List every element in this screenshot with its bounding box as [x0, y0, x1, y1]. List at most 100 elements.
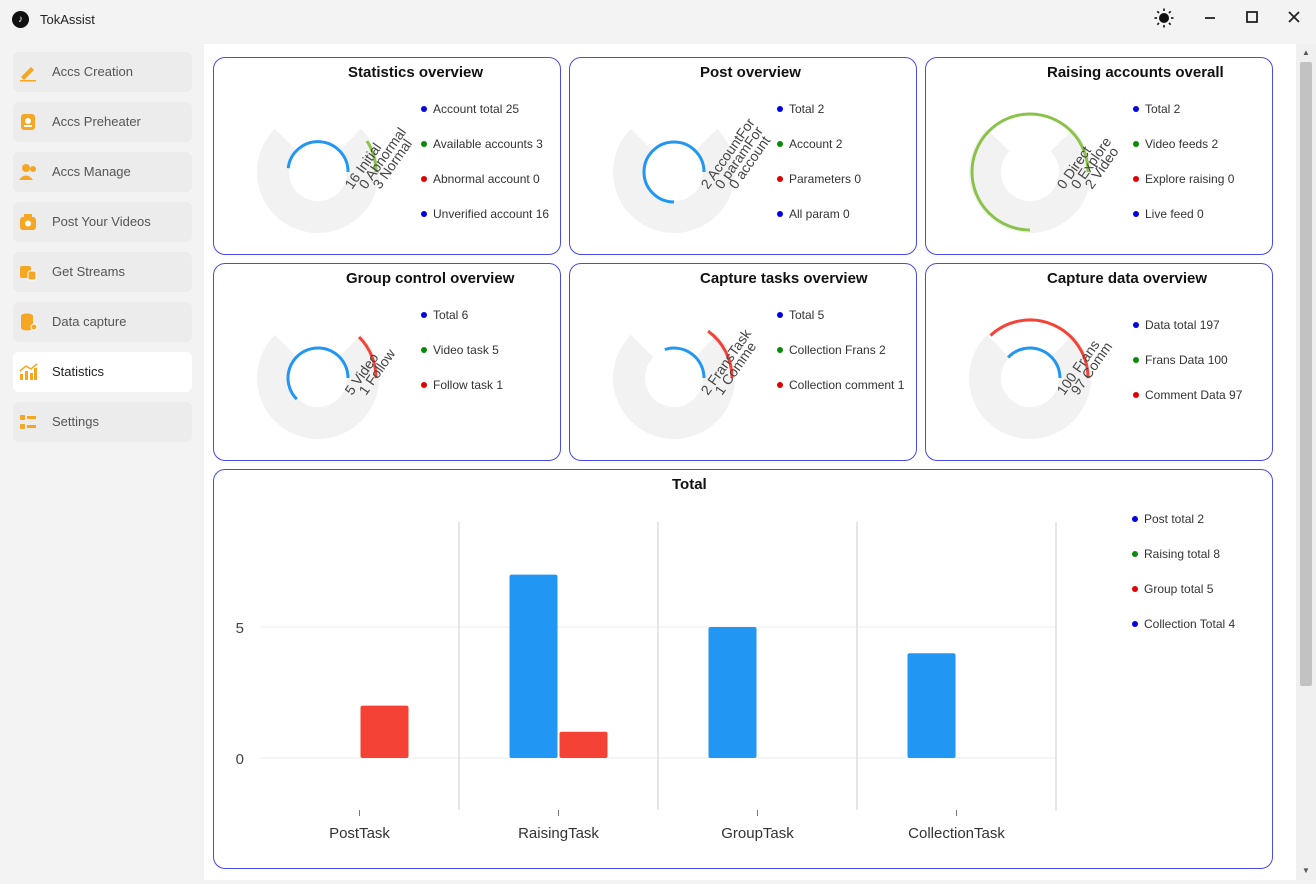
legend-dot: [1132, 515, 1138, 522]
card-title: Post overview: [700, 64, 801, 81]
donut-arc: [286, 140, 350, 173]
donut-arc: [642, 140, 706, 204]
legend-dot: [777, 210, 783, 217]
legend-dot: [421, 346, 427, 353]
scroll-thumb[interactable]: [1300, 62, 1312, 686]
sidebar-item-settings[interactable]: Settings: [13, 402, 192, 442]
app-title: TokAssist: [40, 12, 95, 27]
legend-dot: [421, 105, 427, 112]
donut-arc: [664, 346, 706, 379]
legend-dot: [1132, 585, 1138, 592]
total-bar-chart: 0 5 PostTask RaisingTask GroupTask Collection…: [236, 522, 1057, 842]
legend-dot: [1133, 391, 1139, 398]
legend-text: Unverified account 16: [433, 207, 550, 221]
donut-track: [257, 128, 379, 234]
legend-item: Explore raising 0: [1133, 172, 1234, 186]
scroll-up-icon[interactable]: ▲: [1302, 48, 1310, 57]
camera-icon: [17, 211, 39, 233]
sidebar-item-get-streams[interactable]: Get Streams: [13, 252, 192, 292]
sidebar-item-accs-creation[interactable]: Accs Creation: [13, 52, 192, 92]
donut-arc: [707, 329, 734, 379]
donut-track: [613, 334, 735, 440]
legend-text: Collection Frans 2: [789, 343, 886, 357]
donut-track: [257, 334, 379, 440]
legend-text: Parameters 0: [789, 172, 862, 186]
legend-dot: [777, 140, 783, 147]
y-tick-label: 0: [236, 751, 244, 768]
maximize-icon[interactable]: [1239, 8, 1265, 32]
legend-item: Comment Data 97: [1133, 388, 1242, 402]
donut-arc: [365, 140, 378, 173]
card-title: Statistics overview: [348, 64, 484, 81]
legend-text: Total 2: [1145, 102, 1181, 116]
legend-item: Abnormal account 0: [421, 172, 540, 186]
card-title: Group control overview: [346, 270, 515, 287]
bar: [907, 653, 956, 758]
y-tick-label: 5: [236, 620, 244, 637]
legend-item: Follow task 1: [421, 378, 503, 392]
bar: [708, 627, 757, 758]
scroll-down-icon[interactable]: ▼: [1302, 866, 1310, 875]
legend-dot: [1133, 105, 1139, 112]
legend-text: Available accounts 3: [433, 137, 543, 151]
legend-item: Parameters 0: [777, 172, 861, 186]
sidebar-item-label: Statistics: [52, 364, 105, 379]
preheat-icon: [17, 111, 39, 133]
legend-text: Live feed 0: [1145, 207, 1204, 221]
vertical-scrollbar[interactable]: ▲ ▼: [1296, 44, 1316, 880]
sidebar-item-statistics[interactable]: Statistics: [13, 352, 192, 392]
legend-dot: [1133, 210, 1139, 217]
legend-item: Raising total 8: [1132, 547, 1220, 561]
legend-dot: [421, 175, 427, 182]
sidebar-item-label: Accs Creation: [52, 64, 133, 79]
tiktok-logo-icon: ♪: [12, 11, 29, 28]
sidebar-item-label: Accs Preheater: [52, 114, 141, 129]
sidebar-item-accs-manage[interactable]: Accs Manage: [13, 152, 192, 192]
legend-text: Total 2: [789, 102, 825, 116]
overview-card: Raising accounts overall 0 Direct 0 Explor…: [925, 57, 1273, 255]
x-tick-label: PostTask: [329, 825, 390, 842]
sun-icon[interactable]: [1151, 8, 1177, 32]
legend-dot: [777, 311, 783, 318]
card-title: Capture data overview: [1047, 270, 1208, 287]
legend-item: Video feeds 2: [1133, 137, 1218, 151]
bar: [360, 705, 409, 758]
close-icon[interactable]: [1281, 8, 1307, 32]
total-card-title: Total: [672, 476, 707, 493]
overview-card: Post overview 2 AccountFor 0 paramFor 0 acc…: [569, 57, 917, 255]
legend-dot: [1133, 321, 1139, 328]
legend-dot: [1132, 550, 1138, 557]
legend-dot: [421, 311, 427, 318]
donut-arc: [286, 346, 350, 401]
legend-item: Video task 5: [421, 343, 499, 357]
legend-item: Unverified account 16: [421, 207, 549, 221]
legend-item: Collection Frans 2: [777, 343, 886, 357]
legend-item: Collection Total 4: [1132, 617, 1235, 631]
donut-arc: [989, 318, 1090, 379]
sidebar-item-label: Get Streams: [52, 264, 125, 279]
legend-item: Frans Data 100: [1133, 353, 1228, 367]
donut-track: [969, 128, 1091, 234]
sidebar-item-label: Accs Manage: [52, 164, 131, 179]
minimize-icon[interactable]: [1197, 8, 1223, 32]
overview-card: Capture tasks overview 2 FransTask 1 Comme…: [569, 263, 917, 461]
sidebar-item-post-your-videos[interactable]: Post Your Videos: [13, 202, 192, 242]
legend-item: Total 2: [1133, 102, 1180, 116]
sidebar-item-accs-preheater[interactable]: Accs Preheater: [13, 102, 192, 142]
donut-track: [613, 128, 735, 234]
legend-dot: [421, 140, 427, 147]
overview-card: Group control overview 5 Video 1 Follow Tot…: [213, 263, 561, 461]
stream-icon: [17, 261, 39, 283]
x-tick-label: CollectionTask: [908, 825, 1005, 842]
sidebar-item-label: Data capture: [52, 314, 127, 329]
legend-item: Available accounts 3: [421, 137, 543, 151]
legend-text: Account total 25: [433, 102, 520, 116]
x-tick-label: RaisingTask: [518, 825, 599, 842]
total-card: Total Post total 2 Raising total 8 Group…: [213, 469, 1273, 869]
sidebar-item-data-capture[interactable]: Data capture: [13, 302, 192, 342]
legend-item: Live feed 0: [1133, 207, 1204, 221]
legend-text: Follow task 1: [433, 378, 504, 392]
card-title: Raising accounts overall: [1047, 64, 1224, 81]
